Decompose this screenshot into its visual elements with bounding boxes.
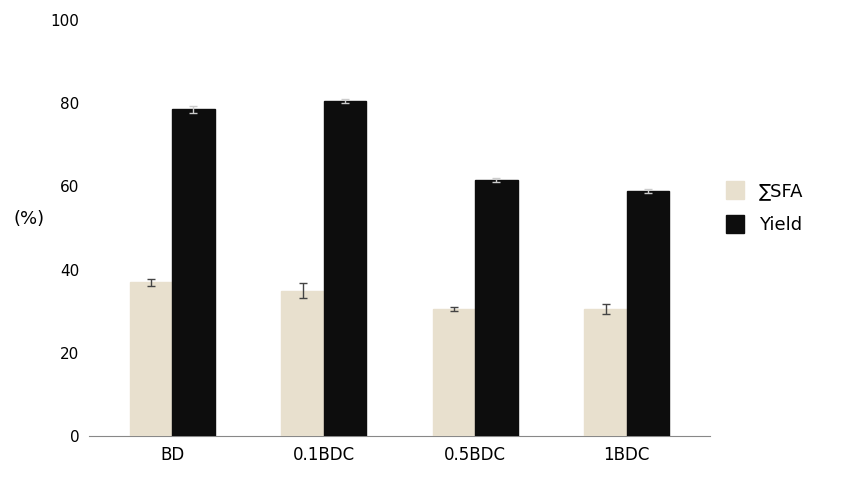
- Bar: [475, 180, 518, 436]
- Bar: [433, 309, 475, 436]
- Legend: ∑SFA, Yield: ∑SFA, Yield: [719, 174, 811, 241]
- Bar: [585, 309, 627, 436]
- Bar: [281, 291, 324, 436]
- Bar: [627, 191, 669, 436]
- Y-axis label: (%): (%): [14, 210, 45, 228]
- Bar: [324, 101, 366, 436]
- Bar: [172, 109, 215, 436]
- Bar: [130, 282, 172, 436]
